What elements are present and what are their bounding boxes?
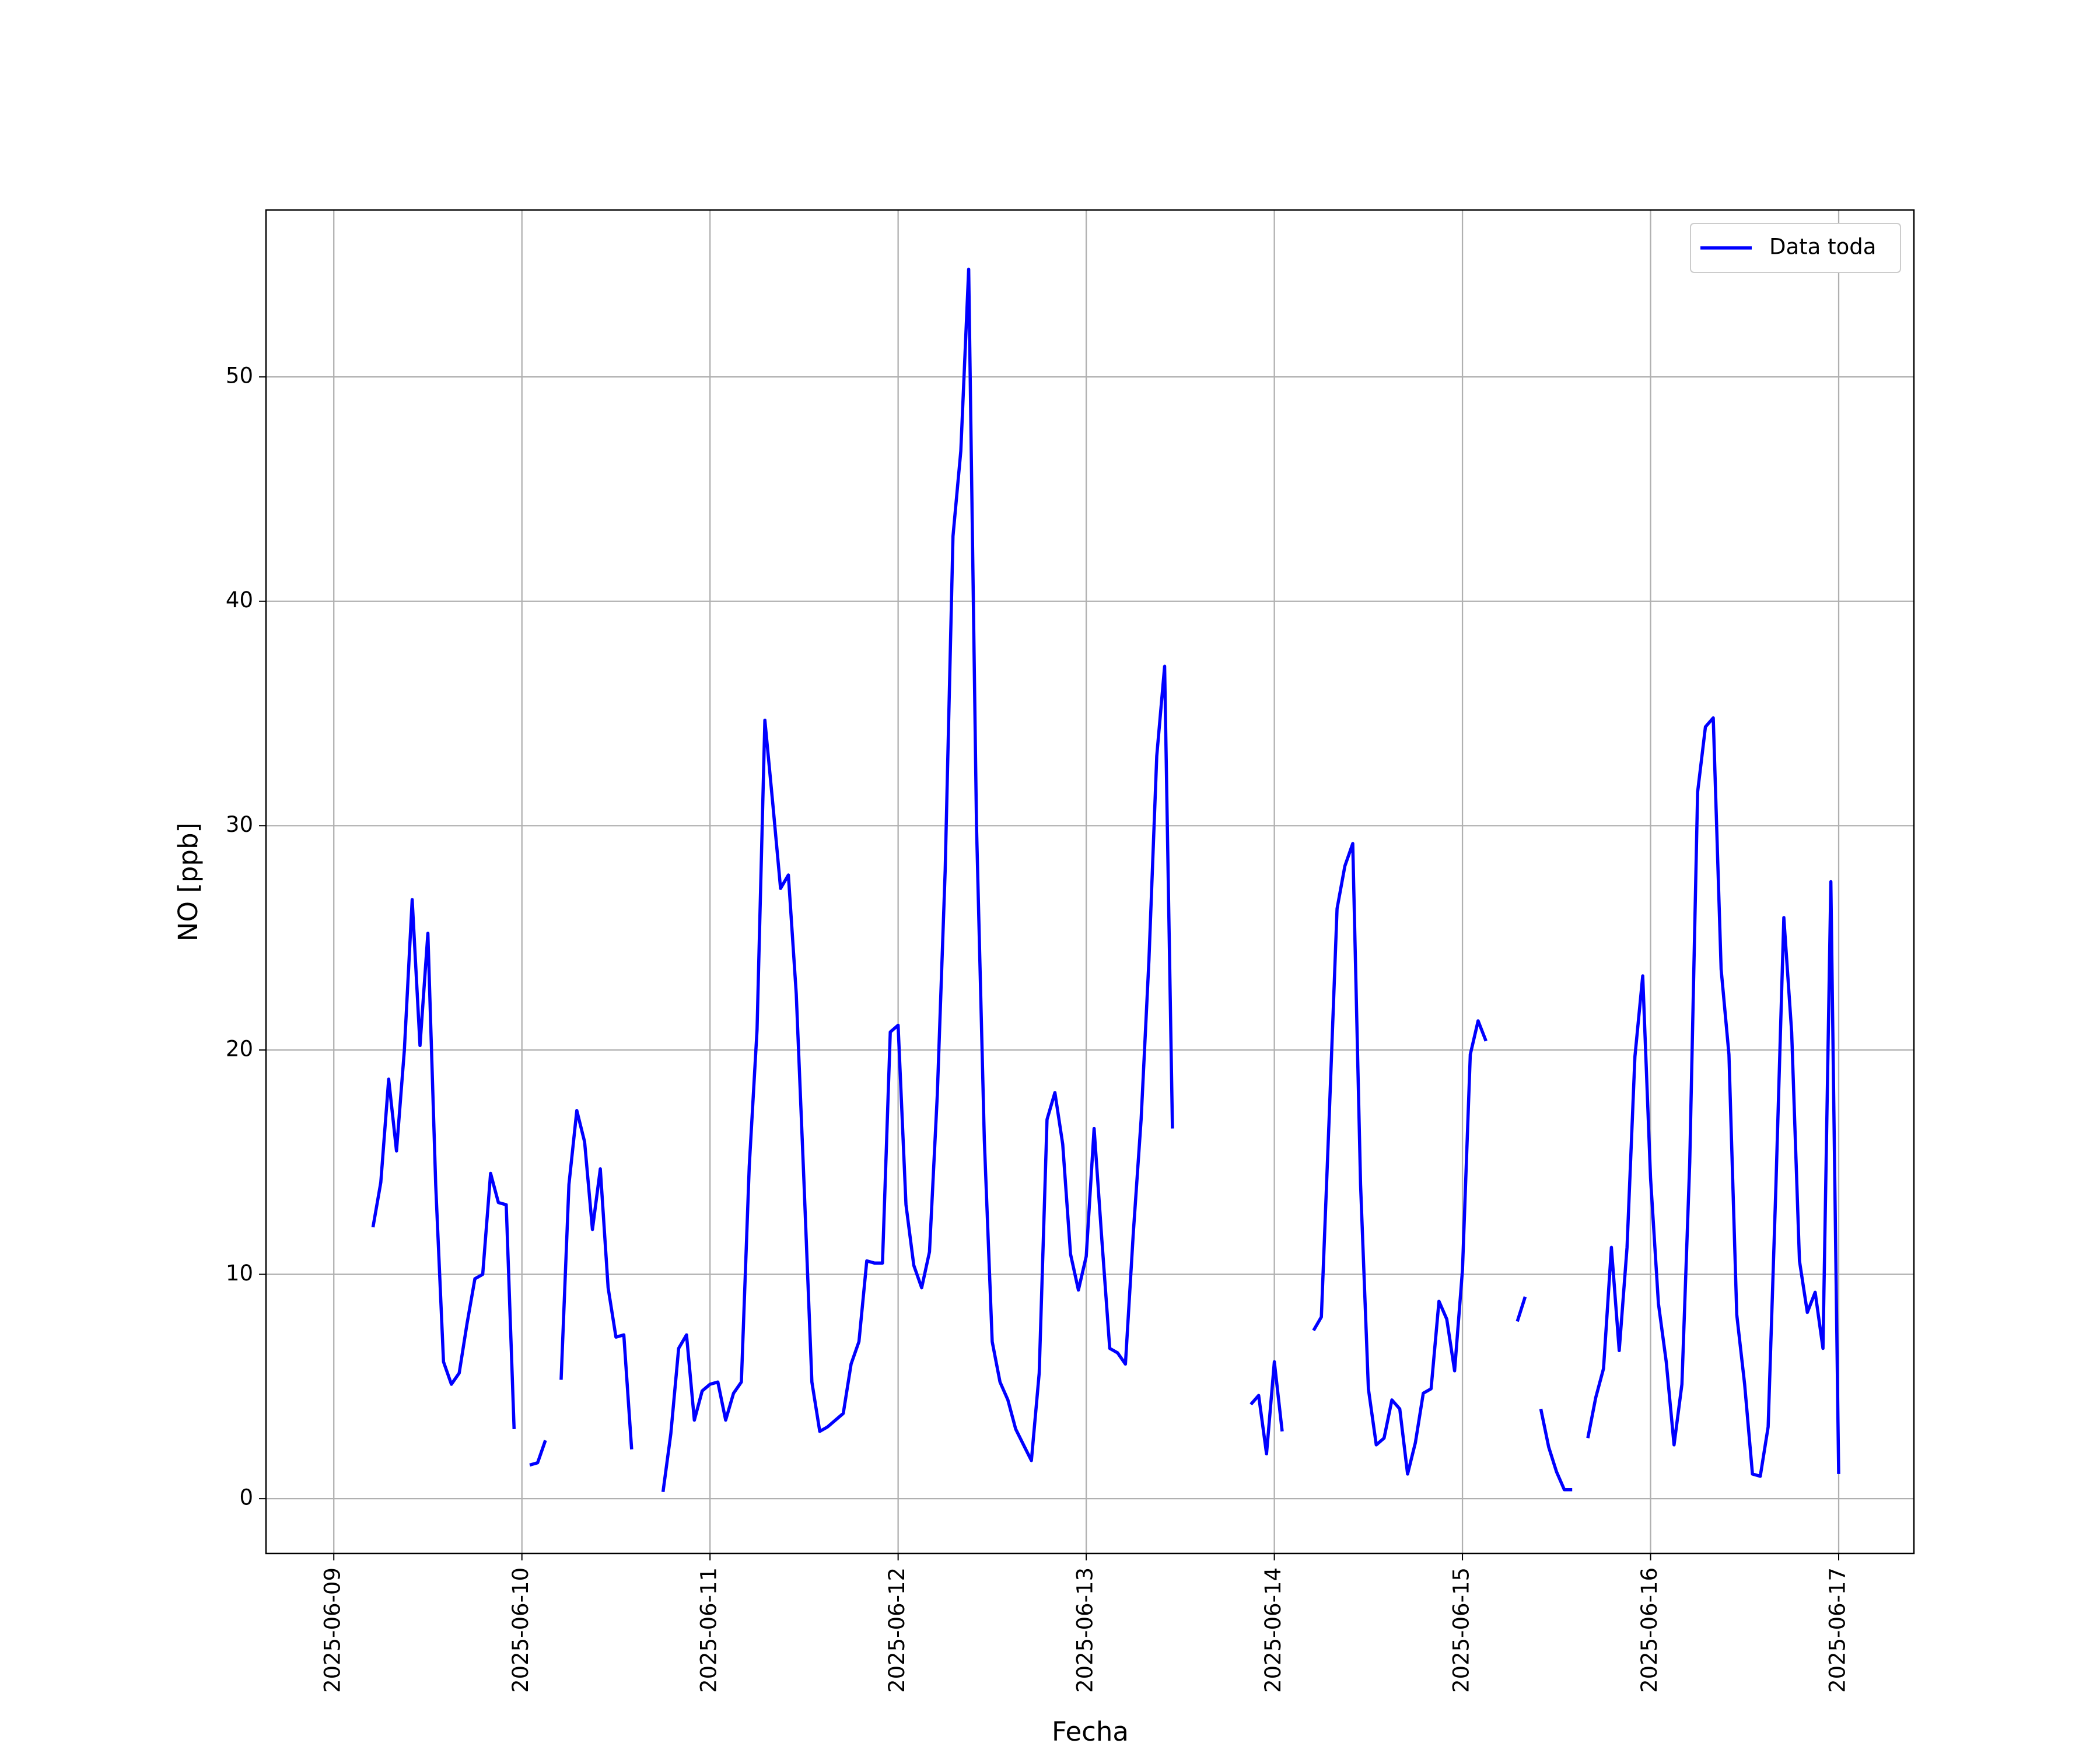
y-tick-label: 50 bbox=[226, 363, 253, 388]
x-tick-label: 2025-06-11 bbox=[696, 1567, 722, 1693]
legend-box bbox=[1690, 223, 1901, 273]
y-tick-label: 30 bbox=[226, 812, 253, 837]
x-tick-label: 2025-06-17 bbox=[1825, 1567, 1850, 1693]
x-tick-label: 2025-06-13 bbox=[1073, 1567, 1098, 1693]
y-tick-label: 40 bbox=[226, 587, 253, 612]
x-tick-label: 2025-06-14 bbox=[1261, 1567, 1286, 1693]
legend-label: Data toda bbox=[1769, 235, 1876, 260]
data-line bbox=[371, 267, 1840, 1492]
x-axis-label: Fecha bbox=[1052, 1716, 1129, 1747]
y-tick-label: 10 bbox=[226, 1261, 253, 1286]
y-axis-label: NO [ppb] bbox=[173, 822, 204, 942]
x-tick-label: 2025-06-16 bbox=[1637, 1567, 1662, 1693]
y-tick-label: 0 bbox=[239, 1485, 253, 1510]
x-tick-label: 2025-06-10 bbox=[508, 1567, 533, 1693]
y-tick-label: 20 bbox=[226, 1036, 253, 1061]
x-tick-label: 2025-06-09 bbox=[320, 1567, 345, 1693]
plot-frame bbox=[265, 209, 1915, 1555]
x-tick-label: 2025-06-15 bbox=[1449, 1567, 1474, 1693]
legend: Data toda bbox=[1690, 223, 1901, 273]
x-tick-label: 2025-06-12 bbox=[884, 1567, 909, 1693]
